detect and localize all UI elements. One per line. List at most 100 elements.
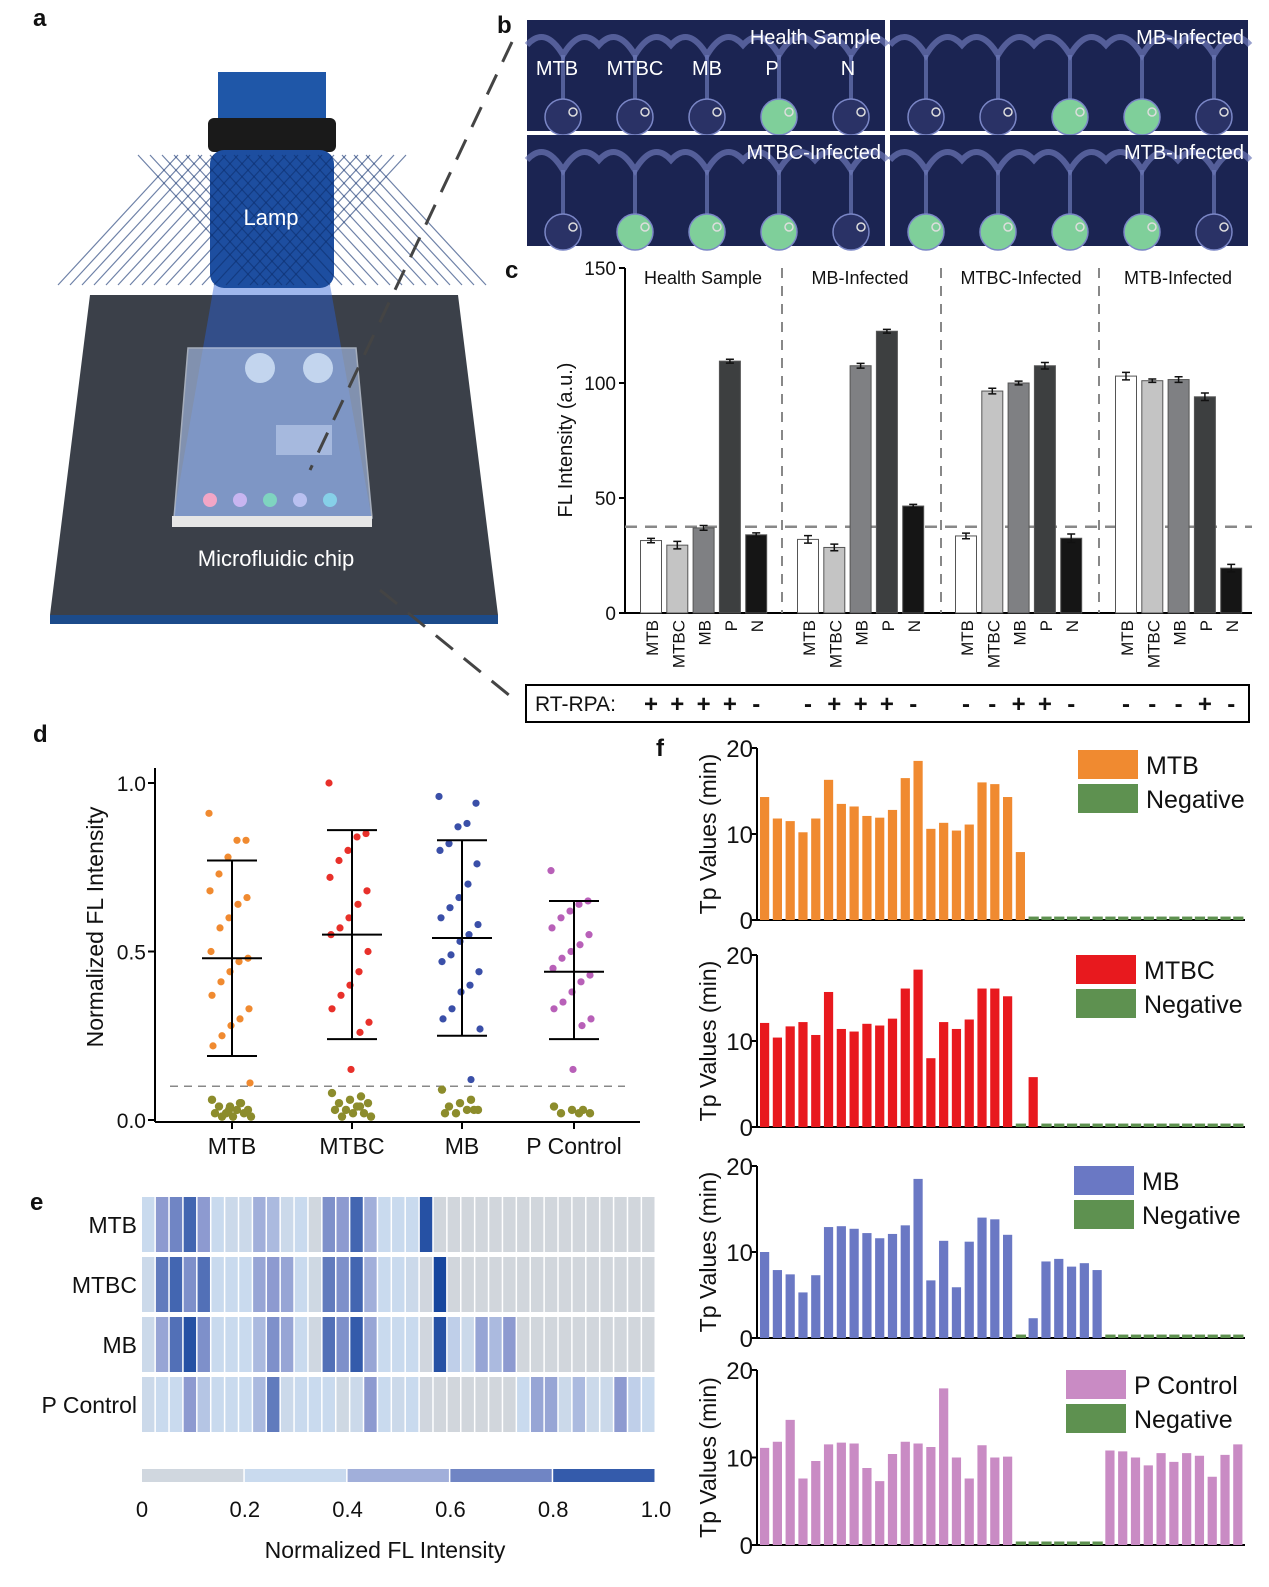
heatmap-cell: [461, 1257, 474, 1312]
heatmap-cell: [169, 1377, 183, 1432]
heatmap-cell: [503, 1257, 516, 1312]
data-point: [550, 1005, 558, 1013]
heatmap-cell: [336, 1257, 349, 1312]
positive-bar: [1182, 1453, 1192, 1545]
data-point: [245, 1005, 253, 1013]
negative-bar: [1015, 1334, 1027, 1338]
reaction-well: [616, 213, 654, 251]
reaction-well: [688, 98, 726, 136]
heatmap-cell: [183, 1257, 197, 1312]
data-point: [465, 931, 473, 939]
panel-letter-f: f: [656, 735, 665, 762]
heatmap-cell: [280, 1377, 294, 1432]
negative-bar: [1169, 916, 1180, 920]
heatmap-cell: [628, 1377, 641, 1432]
chip-edge: [172, 516, 372, 527]
bar-mb: [692, 527, 715, 614]
heatmap-cell: [530, 1317, 544, 1372]
rt-rpa-sign: -: [988, 691, 996, 718]
negative-data-point: [235, 1098, 245, 1108]
positive-bar: [1194, 1455, 1205, 1545]
panel-letter-e: e: [30, 1189, 43, 1216]
reaction-well: [1123, 213, 1161, 251]
negative-data-point: [366, 1112, 376, 1121]
positive-bar: [1003, 996, 1013, 1127]
error-bar: [1227, 563, 1236, 573]
heatmap-cell: [530, 1257, 544, 1312]
heatmap-cell: [628, 1197, 641, 1252]
negative-bar: [1092, 1123, 1103, 1127]
data-point: [447, 951, 455, 959]
negative-bar: [1143, 916, 1154, 920]
negative-data-point: [337, 1112, 347, 1121]
well-bubble: [712, 222, 722, 232]
legend-label-sample: MTBC: [1144, 957, 1215, 985]
negative-bar: [1066, 1541, 1078, 1545]
negative-data-point: [466, 1095, 476, 1104]
heatmap-cell: [280, 1197, 294, 1252]
data-point: [446, 904, 454, 912]
positive-bar: [990, 988, 1000, 1127]
positive-bar: [811, 1034, 821, 1127]
panel-letter-c: c: [505, 257, 518, 284]
y-tick-label: 0.0: [117, 1110, 146, 1133]
negative-bar: [1092, 1541, 1103, 1545]
positive-bar: [1015, 852, 1025, 920]
negative-bar: [1079, 1123, 1090, 1127]
well-label: MB: [692, 58, 722, 80]
negative-bar: [1028, 916, 1039, 920]
x-tick-label: N: [905, 620, 924, 632]
heatmap-cell: [405, 1197, 419, 1252]
data-point: [557, 914, 565, 922]
data-point: [448, 1005, 456, 1013]
heatmap-cell: [489, 1257, 502, 1312]
data-point: [207, 947, 215, 956]
positive-bar: [785, 1274, 795, 1338]
x-tick-label: MTB: [1118, 620, 1137, 656]
bar-p: [875, 330, 898, 614]
heatmap-cell: [503, 1377, 516, 1432]
negative-bar: [1105, 1334, 1116, 1338]
y-axis-label: Tp Values (min): [695, 754, 721, 915]
negative-data-point: [355, 1102, 365, 1111]
positive-bar: [913, 969, 923, 1127]
y-tick-label: 10: [726, 1029, 753, 1056]
positive-bar: [1156, 1453, 1166, 1545]
data-point: [326, 873, 334, 881]
mean-sd-bar: [432, 839, 492, 1037]
legend-swatch-negative: [1078, 784, 1138, 813]
heatmap-cell: [572, 1317, 586, 1372]
data-point: [233, 836, 241, 844]
well-bubble: [640, 107, 650, 117]
lamp-label: Lamp: [243, 205, 298, 230]
data-point: [235, 958, 243, 966]
positive-bar: [1041, 1261, 1051, 1338]
heatmap-cell: [142, 1377, 155, 1432]
rt-rpa-label: RT-RPA:: [535, 693, 616, 716]
positive-bar: [887, 809, 898, 920]
legend-label-sample: MTB: [1146, 752, 1199, 780]
rt-rpa-sign: -: [1122, 691, 1130, 718]
heatmap-cell: [489, 1377, 502, 1432]
positive-bar: [990, 784, 1000, 920]
panel-letter-b: b: [497, 12, 512, 39]
knurl-line: [153, 154, 275, 286]
x-tick-label: MB: [1011, 620, 1030, 646]
knurl-line: [365, 154, 487, 286]
data-point: [476, 1025, 484, 1033]
positive-bar: [875, 817, 885, 920]
heatmap-cell: [419, 1317, 433, 1372]
heatmap-cell: [530, 1377, 544, 1432]
bar-mtb: [955, 535, 977, 614]
tile-title: MTB-Infected: [1124, 142, 1244, 164]
y-tick-label: 20: [726, 1358, 753, 1385]
positive-bar: [887, 1018, 898, 1127]
heatmap-cell: [308, 1317, 322, 1372]
positive-bar: [772, 1270, 782, 1338]
error-bar: [830, 543, 839, 552]
positive-bar: [926, 828, 936, 920]
y-tick-label: 100: [584, 374, 616, 395]
data-point: [437, 914, 445, 922]
